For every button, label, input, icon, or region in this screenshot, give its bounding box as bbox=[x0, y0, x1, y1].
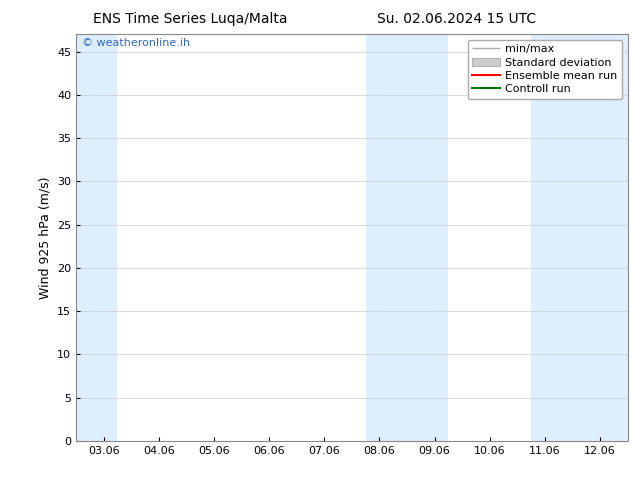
Bar bbox=[531, 34, 628, 441]
Text: © weatheronline.ih: © weatheronline.ih bbox=[82, 38, 190, 49]
Text: ENS Time Series Luqa/Malta: ENS Time Series Luqa/Malta bbox=[93, 12, 287, 26]
Bar bbox=[76, 34, 117, 441]
Y-axis label: Wind 925 hPa (m/s): Wind 925 hPa (m/s) bbox=[39, 176, 51, 299]
Legend: min/max, Standard deviation, Ensemble mean run, Controll run: min/max, Standard deviation, Ensemble me… bbox=[468, 40, 622, 99]
Bar bbox=[366, 34, 448, 441]
Text: Su. 02.06.2024 15 UTC: Su. 02.06.2024 15 UTC bbox=[377, 12, 536, 26]
